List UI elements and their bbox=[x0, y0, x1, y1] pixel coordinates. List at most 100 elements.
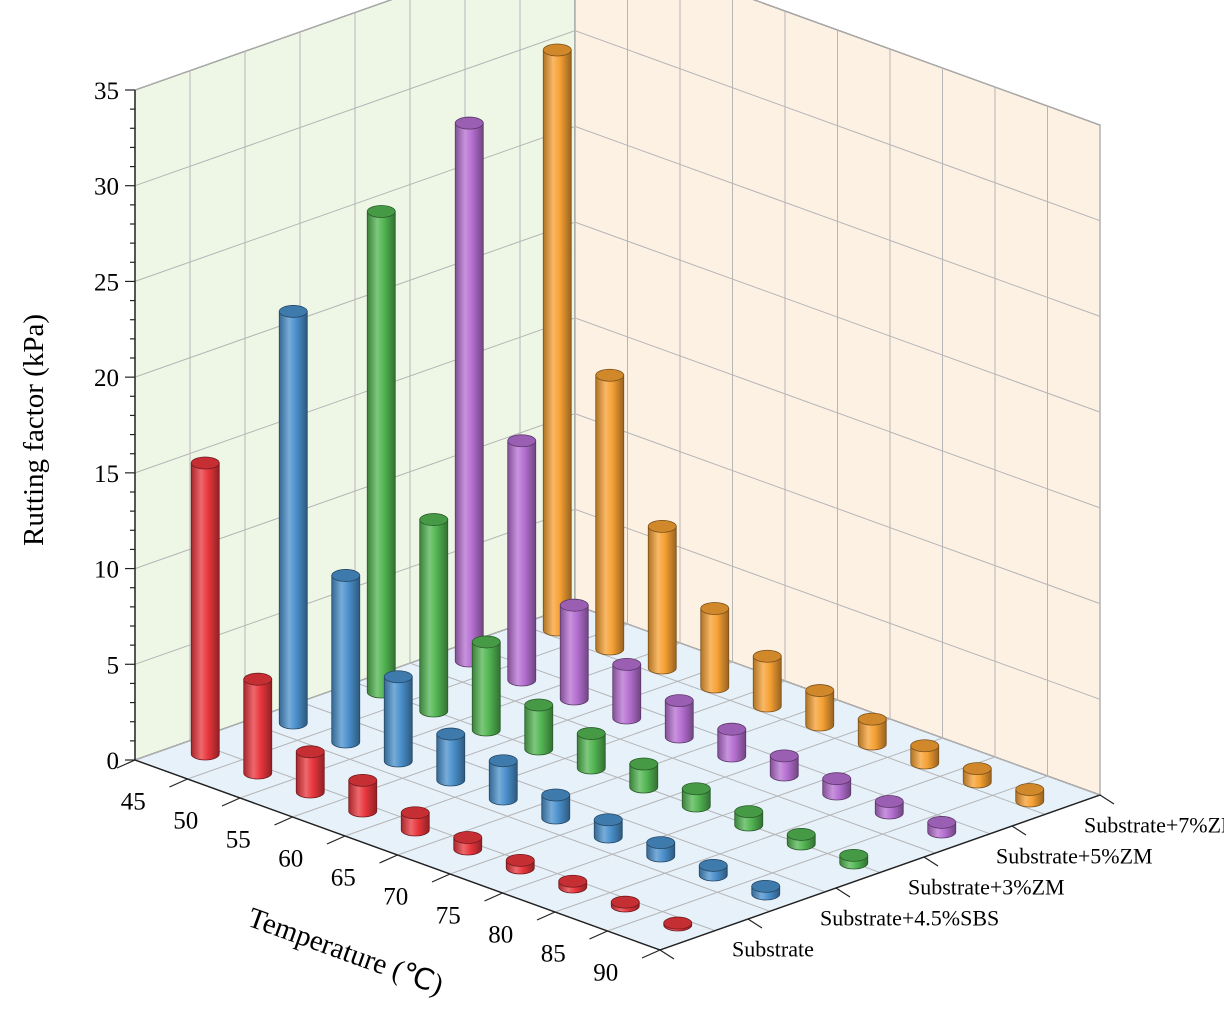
bar-top bbox=[857, 712, 887, 726]
series-category-label: Substrate+4.5%SBS bbox=[820, 906, 999, 931]
bar bbox=[542, 43, 572, 637]
bar-top bbox=[507, 434, 537, 448]
bar-top bbox=[610, 895, 640, 909]
bar bbox=[453, 831, 483, 856]
bar-top bbox=[190, 456, 220, 470]
bar-body bbox=[278, 311, 308, 730]
bar-top bbox=[505, 853, 535, 867]
bar bbox=[505, 853, 535, 875]
bar-top bbox=[805, 684, 835, 697]
bar bbox=[962, 762, 992, 789]
temperature-tick bbox=[641, 949, 661, 959]
bar-body bbox=[471, 641, 501, 737]
bar bbox=[910, 739, 940, 770]
bar-body bbox=[366, 211, 396, 699]
temperature-tick bbox=[169, 778, 188, 788]
bar-top bbox=[471, 635, 501, 649]
bar-body bbox=[593, 819, 623, 844]
bar-top bbox=[366, 205, 396, 218]
series-category-label: Substrate+3%ZM bbox=[908, 875, 1065, 900]
bar bbox=[717, 722, 747, 763]
bar bbox=[331, 569, 361, 749]
series-tick bbox=[1099, 794, 1115, 805]
temperature-tick-label: 60 bbox=[278, 846, 303, 873]
bar-top bbox=[962, 762, 992, 775]
temperature-tick bbox=[379, 854, 398, 864]
y-tick-label: 15 bbox=[94, 461, 119, 488]
bar-top bbox=[541, 788, 571, 802]
temperature-tick bbox=[589, 930, 608, 940]
bar-top bbox=[769, 749, 799, 763]
bar bbox=[595, 368, 625, 656]
bar-top bbox=[698, 859, 728, 872]
bar-top bbox=[454, 116, 484, 130]
temperature-tick-label: 55 bbox=[226, 827, 251, 854]
bar-top bbox=[927, 816, 957, 829]
bar bbox=[822, 772, 852, 801]
bar-top bbox=[717, 722, 747, 736]
bar bbox=[663, 916, 693, 932]
series-category-label: Substrate+7%ZM bbox=[1084, 813, 1224, 838]
bar bbox=[1015, 783, 1045, 808]
bar-body bbox=[910, 745, 940, 770]
bar-top bbox=[576, 727, 606, 740]
bar-body bbox=[805, 690, 835, 732]
bar-top bbox=[910, 739, 940, 753]
series-category-label: Substrate bbox=[732, 937, 814, 962]
bar bbox=[593, 813, 623, 844]
temperature-tick-label: 70 bbox=[383, 884, 408, 911]
y-tick-label: 20 bbox=[94, 365, 119, 392]
bar-top bbox=[786, 828, 816, 841]
bar-top bbox=[629, 757, 659, 771]
bar-body bbox=[383, 676, 413, 768]
bar bbox=[698, 859, 728, 882]
bar bbox=[454, 116, 484, 668]
bar bbox=[383, 670, 413, 768]
y-gridline bbox=[134, 0, 1101, 126]
temperature-tick bbox=[221, 797, 241, 807]
temperature-tick bbox=[484, 892, 503, 902]
bar bbox=[734, 805, 764, 832]
bar bbox=[612, 658, 642, 725]
bar-top bbox=[559, 598, 589, 612]
bar bbox=[752, 649, 782, 713]
bar bbox=[927, 816, 957, 839]
bar-top bbox=[383, 670, 413, 684]
bar-top bbox=[593, 813, 623, 827]
bar bbox=[700, 602, 730, 694]
bar-top bbox=[647, 519, 677, 533]
bar-body bbox=[243, 678, 273, 780]
bar-body bbox=[752, 655, 782, 713]
bar-top bbox=[331, 569, 361, 582]
bar-top bbox=[646, 836, 676, 849]
bar-body bbox=[541, 794, 571, 825]
bar bbox=[839, 848, 869, 870]
bar-body bbox=[717, 728, 747, 763]
bar-top bbox=[822, 772, 852, 786]
axes bbox=[116, 89, 1115, 960]
bar-top bbox=[751, 879, 781, 893]
bar-top bbox=[295, 745, 325, 759]
bar bbox=[507, 434, 537, 687]
bar bbox=[610, 895, 640, 913]
bar bbox=[647, 519, 677, 675]
bar bbox=[400, 806, 430, 837]
temperature-tick bbox=[116, 759, 136, 769]
bar-top bbox=[752, 649, 782, 663]
bar-top bbox=[681, 782, 711, 796]
bar bbox=[541, 788, 571, 825]
bar bbox=[348, 773, 378, 818]
bar-top bbox=[612, 658, 642, 671]
temperature-tick-label: 75 bbox=[436, 903, 461, 930]
y-tick-label: 10 bbox=[94, 557, 119, 584]
bar-body bbox=[542, 49, 572, 637]
bar-top bbox=[436, 727, 466, 741]
bar bbox=[366, 205, 396, 699]
bar bbox=[419, 513, 449, 718]
bar bbox=[664, 694, 694, 744]
temperature-tick bbox=[536, 911, 556, 921]
bar-body bbox=[857, 718, 887, 751]
bar bbox=[243, 672, 273, 780]
temperature-tick-label: 45 bbox=[121, 789, 146, 816]
bar bbox=[295, 745, 325, 799]
